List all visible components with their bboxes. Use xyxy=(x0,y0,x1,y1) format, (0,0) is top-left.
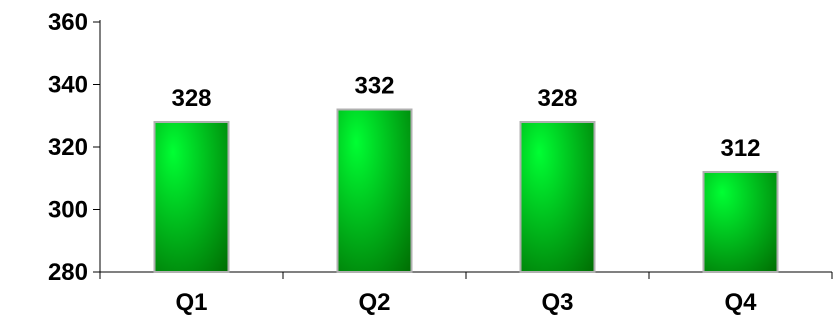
y-tick-label: 300 xyxy=(48,197,88,224)
y-tick-label: 360 xyxy=(48,9,88,36)
bar-q1 xyxy=(153,121,230,273)
data-labels: 328 332 328 312 xyxy=(171,73,760,163)
data-label-q3: 328 xyxy=(537,85,577,112)
bar-q4 xyxy=(702,171,779,273)
x-category-label: Q2 xyxy=(358,289,390,316)
data-label-q1: 328 xyxy=(171,85,211,112)
y-tick-label: 340 xyxy=(48,72,88,99)
data-label-q2: 332 xyxy=(354,73,394,100)
x-axis: Q1 Q2 Q3 Q4 xyxy=(99,271,833,316)
bar-q3 xyxy=(519,121,596,273)
y-axis: 280 300 320 340 360 xyxy=(48,9,101,286)
data-label-q4: 312 xyxy=(720,135,760,162)
x-category-label: Q3 xyxy=(541,289,573,316)
x-category-label: Q4 xyxy=(724,289,757,316)
x-category-label: Q1 xyxy=(175,289,207,316)
y-tick-label: 320 xyxy=(48,134,88,161)
y-tick-label: 280 xyxy=(48,259,88,286)
bars xyxy=(153,108,779,273)
bar-q2 xyxy=(336,108,413,273)
